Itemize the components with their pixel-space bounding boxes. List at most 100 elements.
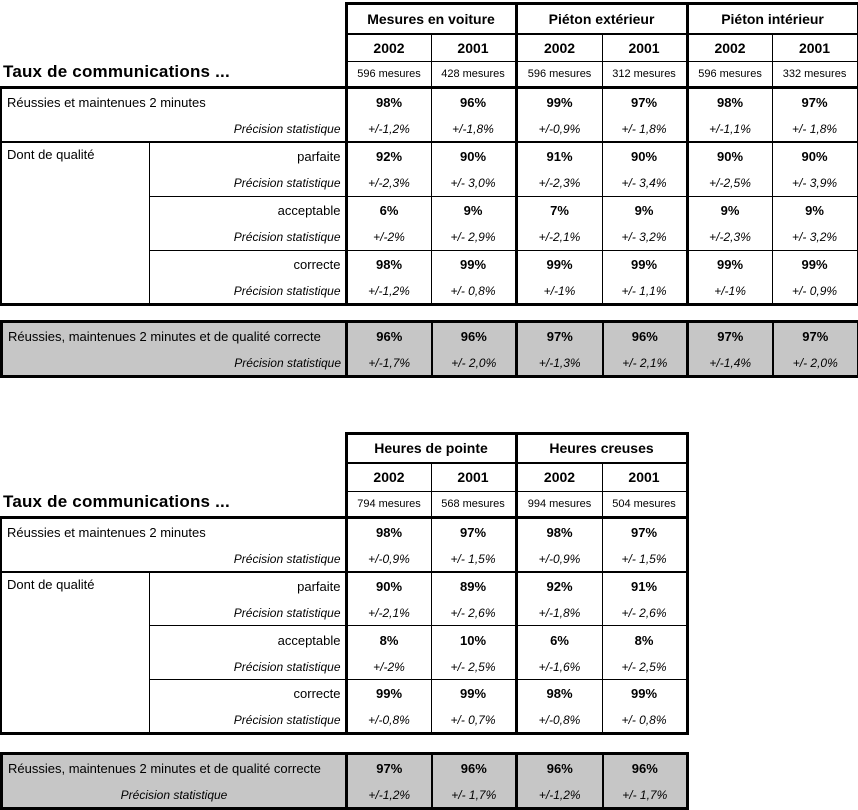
precision-label: Précision statistique (2, 547, 345, 571)
row-label-text: Réussies et maintenues 2 minutes (2, 519, 345, 547)
quality-group-label: Dont de qualité (1, 572, 149, 734)
value-cell: 98%+/-1,2% (346, 250, 431, 304)
measure-count: 596 mesures (516, 62, 602, 88)
quality-sublabel-correcte: correcte Précision statistique (149, 250, 346, 304)
year-header: 2002 (346, 34, 431, 62)
year-header-row: 2002 2001 2002 2001 2002 2001 (1, 34, 858, 62)
page-title: Taux de communications ... (1, 62, 345, 86)
value-cell: 98%+/-1,2% (346, 88, 431, 143)
row-quality-parfaite: Dont de qualité parfaite Précision stati… (1, 572, 687, 626)
page-title: Taux de communications ... (1, 492, 345, 516)
precision-label: Précision statistique (150, 655, 345, 679)
value-cell: 97%+/- 1,5% (431, 517, 516, 572)
precision-label: Précision statistique (150, 279, 345, 303)
value-cell: 8%+/- 2,5% (602, 626, 687, 680)
table-title-cell: Taux de communications ... (1, 62, 346, 88)
measure-count: 332 mesures (772, 62, 858, 88)
year-header: 2002 (516, 463, 602, 491)
quality-sublabel-parfaite: parfaite Précision statistique (149, 572, 346, 626)
value-cell: 99%+/- 0,9% (772, 250, 858, 304)
summary-band-by-hours: Réussies, maintenues 2 minutes et de qua… (0, 752, 689, 810)
value-cell: 98%+/-0,9% (516, 517, 602, 572)
measure-count: 794 mesures (346, 491, 431, 517)
year-header-row: 2002 2001 2002 2001 (1, 463, 687, 491)
year-header: 2001 (431, 463, 516, 491)
value-cell: 97%+/- 1,8% (602, 88, 687, 143)
value-cell: 98%+/-0,9% (346, 517, 431, 572)
measure-count: 596 mesures (346, 62, 431, 88)
value-cell: 9%+/- 3,2% (772, 196, 858, 250)
value-cell: 8%+/-2% (346, 626, 431, 680)
row-success: Réussies et maintenues 2 minutes Précisi… (1, 88, 858, 143)
group-header-pieton-interieur: Piéton intérieur (687, 4, 858, 34)
summary-label: Réussies, maintenues 2 minutes et de qua… (3, 323, 345, 351)
communications-table-by-hours: Heures de pointe Heures creuses 2002 200… (0, 432, 689, 736)
year-header: 2001 (431, 34, 516, 62)
year-header: 2001 (602, 34, 687, 62)
measure-count: 994 mesures (516, 491, 602, 517)
precision-label: Précision statistique (3, 783, 345, 807)
year-header: 2002 (516, 34, 602, 62)
row-label-text: Réussies et maintenues 2 minutes (2, 89, 345, 117)
quality-group-label: Dont de qualité (1, 142, 149, 304)
value-cell: 90%+/-2,5% (687, 142, 772, 196)
measure-count-row: Taux de communications ... 794 mesures 5… (1, 491, 687, 517)
row-label-success: Réussies et maintenues 2 minutes Précisi… (1, 517, 346, 572)
measure-count: 312 mesures (602, 62, 687, 88)
measure-count: 504 mesures (602, 491, 687, 517)
summary-value-cell: 96%+/-1,2% (517, 754, 603, 809)
header-spacer (1, 433, 346, 463)
group-header-pieton-exterieur: Piéton extérieur (516, 4, 687, 34)
year-header: 2001 (772, 34, 858, 62)
value-cell: 9%+/- 2,9% (431, 196, 516, 250)
row-success: Réussies et maintenues 2 minutes Précisi… (1, 517, 687, 572)
group-header-mesures-en-voiture: Mesures en voiture (346, 4, 516, 34)
precision-label: Précision statistique (150, 225, 345, 249)
value-cell: 9%+/-2,3% (687, 196, 772, 250)
value-cell: 99%+/- 0,8% (602, 680, 687, 734)
header-spacer (1, 34, 346, 62)
value-cell: 92%+/-2,3% (346, 142, 431, 196)
summary-value-cell: 97%+/- 2,0% (773, 321, 858, 376)
value-cell: 92%+/-1,8% (516, 572, 602, 626)
communications-table-by-location: Mesures en voiture Piéton extérieur Piét… (0, 2, 858, 306)
value-cell: 98%+/-0,8% (516, 680, 602, 734)
measure-count: 596 mesures (687, 62, 772, 88)
summary-value-cell: 97%+/-1,3% (517, 321, 603, 376)
summary-value-cell: 96%+/- 1,7% (603, 754, 688, 809)
value-cell: 10%+/- 2,5% (431, 626, 516, 680)
quality-sublabel-parfaite: parfaite Précision statistique (149, 142, 346, 196)
table-title-cell: Taux de communications ... (1, 491, 346, 517)
header-spacer (1, 463, 346, 491)
summary-row: Réussies, maintenues 2 minutes et de qua… (2, 321, 858, 376)
value-cell: 89%+/- 2,6% (431, 572, 516, 626)
value-cell: 90%+/-2,1% (346, 572, 431, 626)
value-cell: 91%+/-2,3% (516, 142, 602, 196)
value-cell: 99%+/- 0,8% (431, 250, 516, 304)
row-quality-parfaite: Dont de qualité parfaite Précision stati… (1, 142, 858, 196)
precision-label: Précision statistique (150, 708, 345, 732)
row-label-success: Réussies et maintenues 2 minutes Précisi… (1, 88, 346, 143)
summary-row: Réussies, maintenues 2 minutes et de qua… (2, 754, 688, 809)
year-header: 2001 (602, 463, 687, 491)
summary-label-cell: Réussies, maintenues 2 minutes et de qua… (2, 754, 347, 809)
measure-count: 568 mesures (431, 491, 516, 517)
quality-sublabel-acceptable: acceptable Précision statistique (149, 626, 346, 680)
value-cell: 99%+/-0,8% (346, 680, 431, 734)
value-cell: 6%+/-2% (346, 196, 431, 250)
precision-label: Précision statistique (150, 171, 345, 195)
value-cell: 99%+/- 0,7% (431, 680, 516, 734)
summary-value-cell: 97%+/-1,2% (347, 754, 432, 809)
year-header: 2002 (687, 34, 772, 62)
summary-value-cell: 96%+/- 1,7% (432, 754, 517, 809)
year-header: 2002 (346, 463, 431, 491)
summary-value-cell: 96%+/-1,7% (347, 321, 432, 376)
value-cell: 99%+/-1% (687, 250, 772, 304)
value-cell: 96%+/-1,8% (431, 88, 516, 143)
summary-band-by-location: Réussies, maintenues 2 minutes et de qua… (0, 320, 858, 378)
value-cell: 90%+/- 3,9% (772, 142, 858, 196)
value-cell: 98%+/-1,1% (687, 88, 772, 143)
value-cell: 97%+/- 1,5% (602, 517, 687, 572)
quality-sublabel-acceptable: acceptable Précision statistique (149, 196, 346, 250)
